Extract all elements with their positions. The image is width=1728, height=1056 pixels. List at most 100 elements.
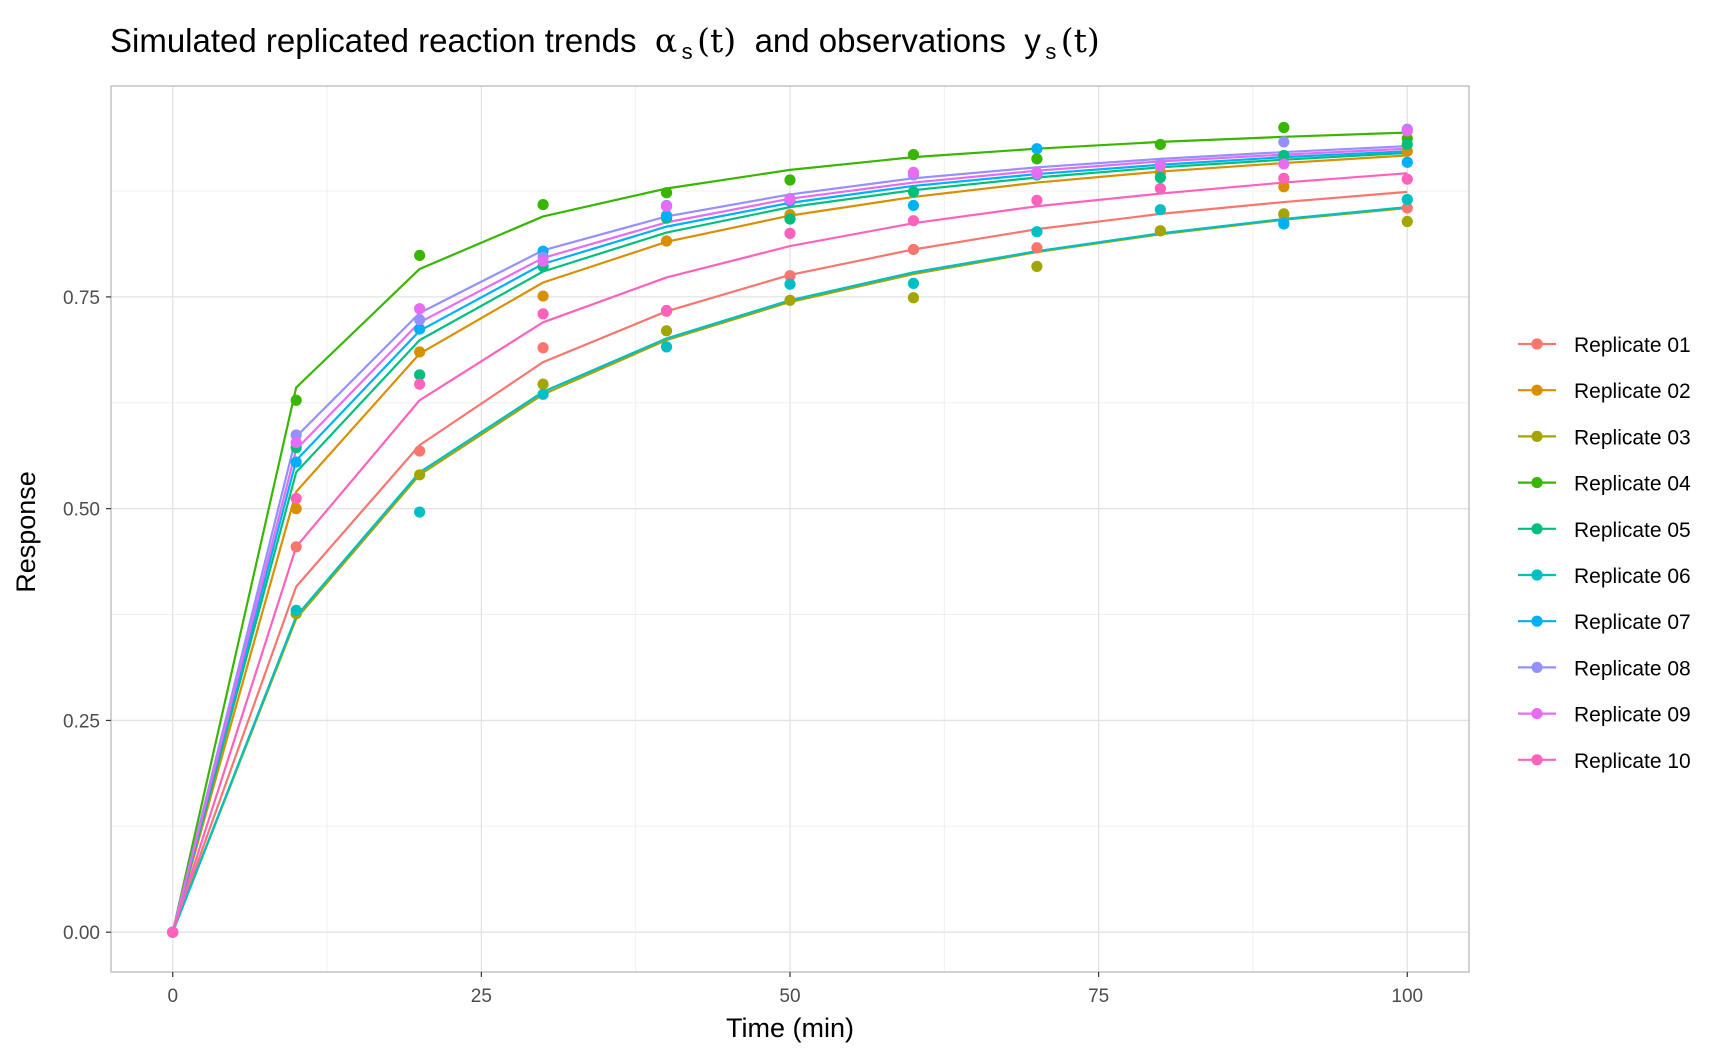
x-axis-title: Time (min) (726, 1013, 854, 1043)
observation-point (1401, 173, 1413, 185)
legend-key-point (1531, 523, 1543, 535)
y-tick-label: 0.00 (63, 923, 100, 944)
observation-point (1278, 121, 1290, 134)
legend-label: Replicate 07 (1574, 611, 1691, 634)
observation-point (660, 304, 673, 317)
observation-point (1278, 181, 1290, 193)
observation-point (784, 294, 796, 306)
y-tick-label: 0.75 (63, 288, 100, 309)
observation-point (1401, 125, 1413, 137)
legend-label: Replicate 05 (1574, 519, 1691, 542)
observation-point (660, 341, 673, 353)
legend-item: Replicate 06 (1518, 565, 1691, 588)
observation-point (660, 325, 673, 337)
trend-line (171, 131, 1408, 933)
observation-point (784, 278, 796, 290)
observation-point (1401, 215, 1413, 228)
observation-point (660, 187, 673, 199)
observation-point (1278, 149, 1290, 162)
observation-point (1154, 138, 1166, 151)
legend-key-point (1531, 615, 1543, 627)
observation-point (1278, 172, 1290, 184)
legend-item: Replicate 09 (1518, 704, 1691, 727)
y-axis-title: Response (11, 471, 41, 593)
title-part2: and observations (755, 22, 1006, 59)
observation-point (1154, 225, 1166, 237)
observation-point (537, 342, 549, 354)
y-axis: 0.00 0.25 0.50 0.75 (63, 288, 111, 944)
observation-point (1278, 208, 1290, 220)
legend: Replicate 01 Replicate 02 Replicate 03 Repl… (1518, 334, 1691, 773)
observation-point (907, 277, 920, 289)
observation-points (167, 121, 1413, 938)
legend-label: Replicate 10 (1574, 750, 1691, 773)
observation-point (1278, 217, 1290, 229)
observation-point (290, 604, 302, 616)
title-alpha-arg: (t) (697, 21, 736, 60)
observation-point (414, 445, 426, 457)
y-tick-label: 0.50 (63, 500, 100, 521)
chart-title: Simulated replicated reaction trends α s… (110, 21, 1100, 64)
observation-point (414, 249, 426, 262)
observation-point (290, 492, 302, 505)
observation-point (414, 469, 426, 481)
legend-label: Replicate 08 (1574, 657, 1691, 680)
observation-point (907, 243, 920, 256)
observation-point (290, 456, 302, 468)
observation-point (1401, 193, 1413, 206)
observation-point (290, 541, 302, 553)
observation-point (907, 186, 920, 198)
observation-point (907, 149, 920, 161)
observation-point (784, 227, 796, 239)
observation-point (537, 308, 549, 320)
observation-point (1278, 136, 1290, 148)
x-tick-label: 25 (471, 986, 492, 1007)
title-alpha: α (655, 21, 677, 60)
legend-label: Replicate 04 (1574, 473, 1691, 496)
observation-point (414, 506, 426, 518)
observation-point (1031, 242, 1043, 254)
legend-label: Replicate 06 (1574, 565, 1691, 588)
observation-point (1401, 156, 1413, 168)
legend-item: Replicate 07 (1518, 611, 1691, 634)
observation-point (784, 213, 796, 225)
legend-item: Replicate 05 (1518, 519, 1691, 542)
x-tick-label: 0 (167, 986, 178, 1007)
observation-point (1278, 158, 1290, 170)
observation-point (1154, 160, 1166, 172)
observation-point (784, 174, 796, 186)
observation-point (907, 215, 920, 227)
observation-point (1031, 226, 1043, 238)
observation-point (414, 323, 426, 335)
x-axis: 0 25 50 75 100 (167, 972, 1423, 1007)
legend-key-point (1531, 477, 1543, 489)
observation-point (290, 437, 302, 449)
legend-key-point (1531, 754, 1543, 766)
x-tick-label: 50 (779, 986, 800, 1007)
observation-point (1031, 194, 1043, 206)
legend-label: Replicate 09 (1574, 704, 1691, 727)
x-tick-label: 75 (1088, 986, 1109, 1007)
title-y-sub: s (1045, 39, 1056, 64)
legend-key-point (1531, 708, 1543, 720)
title-part1: Simulated replicated reaction trends (110, 22, 636, 59)
observation-point (290, 503, 302, 515)
legend-item: Replicate 01 (1518, 334, 1691, 357)
legend-key-point (1531, 384, 1543, 396)
observation-point (784, 193, 796, 206)
legend-key-point (1531, 661, 1543, 674)
observation-point (660, 200, 673, 212)
trend-line (171, 151, 1408, 933)
observation-point (414, 314, 426, 326)
legend-label: Replicate 02 (1574, 380, 1691, 403)
observation-point (414, 369, 426, 381)
legend-label: Replicate 03 (1574, 426, 1691, 449)
observation-point (537, 388, 549, 400)
observation-point (1154, 182, 1166, 195)
observation-point (1031, 153, 1043, 165)
observation-point (414, 346, 426, 358)
observation-point (1401, 202, 1413, 214)
observation-point (1031, 166, 1043, 178)
title-y-arg: (t) (1061, 21, 1100, 60)
